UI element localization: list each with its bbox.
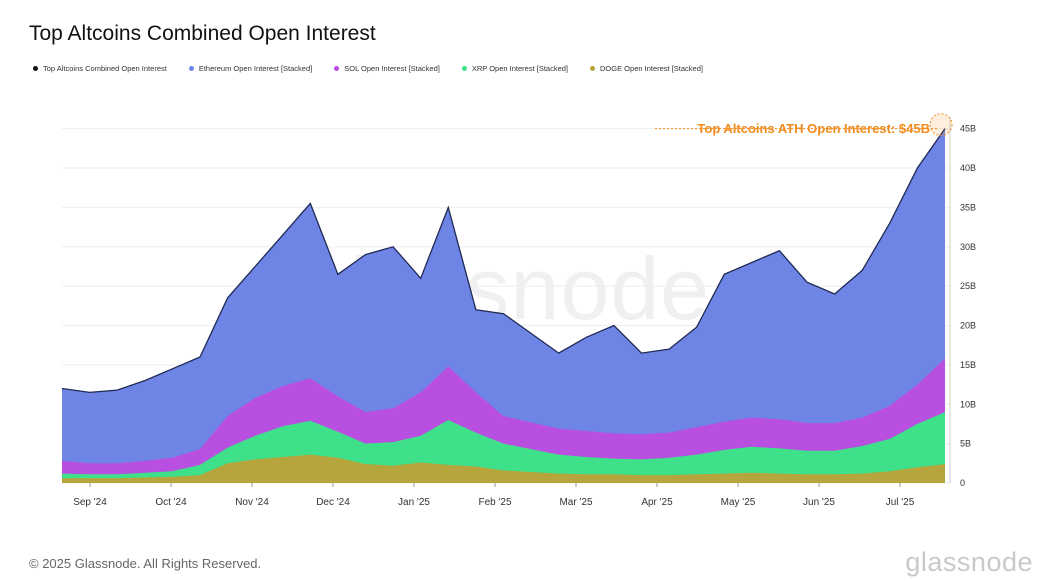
doge-area bbox=[62, 454, 945, 483]
y-tick-label: 40B bbox=[960, 163, 976, 173]
legend-dot-icon bbox=[188, 66, 194, 71]
legend-label: DOGE Open Interest [Stacked] bbox=[600, 64, 703, 73]
legend-item-sol[interactable]: SOL Open Interest [Stacked] bbox=[334, 64, 440, 73]
legend-item-ethereum[interactable]: Ethereum Open Interest [Stacked] bbox=[188, 64, 313, 73]
x-tick-label: Apr '25 bbox=[641, 497, 673, 508]
x-tick-label: May '25 bbox=[721, 497, 756, 508]
copyright-text: © 2025 Glassnode. All Rights Reserved. bbox=[29, 556, 262, 571]
ath-marker bbox=[929, 113, 953, 137]
y-tick-label: 20B bbox=[960, 321, 976, 331]
legend-dot-icon bbox=[461, 66, 467, 71]
x-tick-label: Feb '25 bbox=[478, 497, 511, 508]
y-tick-label: 30B bbox=[960, 242, 976, 252]
ath-annotation: Top Altcoins ATH Open Interest: $45B bbox=[697, 121, 930, 136]
y-tick-label: 15B bbox=[960, 360, 976, 370]
x-tick-label: Jun '25 bbox=[803, 497, 835, 508]
x-tick-label: Dec '24 bbox=[316, 497, 350, 508]
x-tick-label: Jan '25 bbox=[398, 497, 430, 508]
x-tick-label: Oct '24 bbox=[155, 497, 187, 508]
chart-title: Top Altcoins Combined Open Interest bbox=[29, 22, 376, 45]
legend-label: Top Altcoins Combined Open Interest bbox=[43, 64, 167, 73]
y-tick-label: 5B bbox=[960, 439, 971, 449]
legend-dot-icon bbox=[590, 66, 596, 71]
legend-dot-icon bbox=[33, 66, 38, 71]
x-tick-label: Mar '25 bbox=[559, 497, 592, 508]
x-tick-label: Nov '24 bbox=[235, 497, 269, 508]
y-tick-label: 0 bbox=[960, 478, 965, 488]
legend-item-doge[interactable]: DOGE Open Interest [Stacked] bbox=[590, 64, 703, 73]
x-tick-label: Sep '24 bbox=[73, 497, 107, 508]
combined-line bbox=[61, 128, 946, 394]
y-tick-label: 45B bbox=[960, 124, 976, 134]
y-tick-label: 35B bbox=[960, 202, 976, 212]
legend-item-combined[interactable]: Top Altcoins Combined Open Interest bbox=[33, 64, 167, 73]
y-tick-label: 10B bbox=[960, 399, 976, 409]
legend-label: Ethereum Open Interest [Stacked] bbox=[198, 64, 313, 73]
brand-logo: glassnode bbox=[905, 547, 1033, 577]
y-tick-label: 25B bbox=[960, 281, 976, 291]
legend-dot-icon bbox=[334, 66, 340, 71]
x-tick-label: Jul '25 bbox=[886, 497, 915, 508]
legend-item-xrp[interactable]: XRP Open Interest [Stacked] bbox=[461, 64, 569, 73]
legend-label: XRP Open Interest [Stacked] bbox=[471, 64, 569, 73]
legend-label: SOL Open Interest [Stacked] bbox=[344, 64, 440, 73]
legend: Top Altcoins Combined Open Interest Ethe… bbox=[33, 64, 725, 73]
